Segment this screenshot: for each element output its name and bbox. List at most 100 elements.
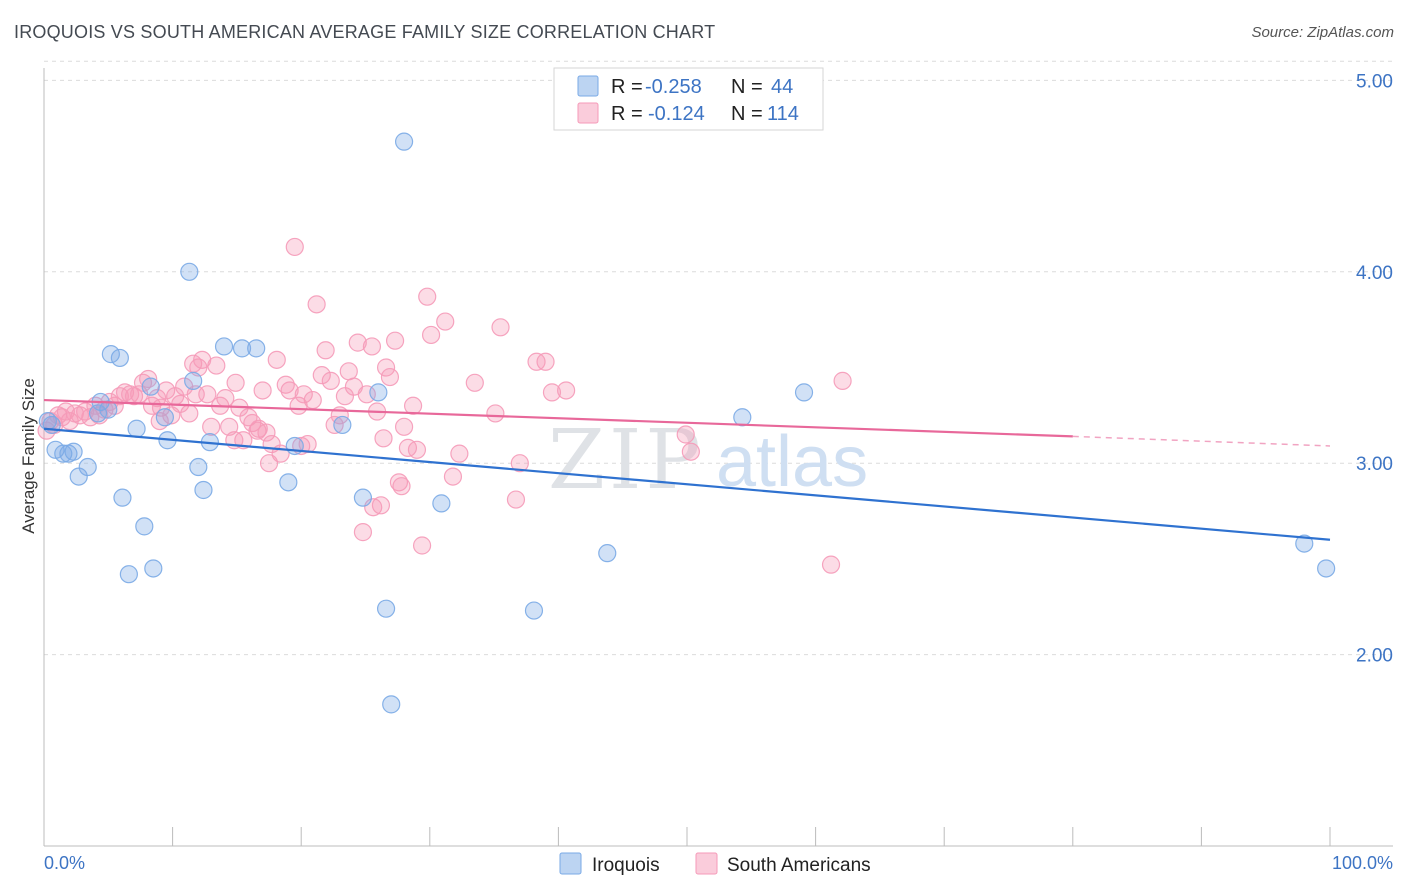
point-south-americans-40: [220, 417, 239, 436]
y-tick-label-0: 2.00: [1356, 646, 1393, 667]
legend-n-value-south-americans: 114: [767, 103, 799, 125]
point-south-americans-97: [557, 381, 576, 400]
point-south-americans-60: [307, 295, 326, 314]
point-south-americans-99: [374, 429, 393, 448]
watermark-atlas: atlas: [716, 422, 868, 502]
series-legend: Iroquois South Americans: [559, 852, 871, 876]
point-iroquois-26: [214, 337, 234, 356]
data-points: [37, 132, 1336, 714]
point-iroquois-21: [180, 262, 199, 281]
point-south-americans-77: [385, 331, 405, 350]
point-south-americans-71: [357, 385, 376, 404]
point-south-americans-89: [465, 373, 484, 392]
point-iroquois-31: [333, 415, 352, 435]
point-south-americans-108: [821, 555, 841, 574]
source-label: Source: ZipAtlas.com: [1251, 24, 1394, 41]
point-south-americans-84: [418, 287, 437, 306]
stats-legend-box: [553, 67, 824, 131]
point-south-americans-95: [536, 352, 555, 371]
point-south-americans-76: [380, 367, 400, 387]
point-iroquois-5: [64, 442, 83, 461]
point-iroquois-40: [733, 408, 752, 427]
point-south-americans-54: [280, 381, 299, 400]
point-south-americans-102: [226, 373, 245, 392]
point-south-americans-5: [56, 402, 75, 421]
point-iroquois-29: [279, 473, 298, 492]
point-iroquois-38: [524, 601, 544, 620]
point-south-americans-82: [407, 440, 427, 459]
point-south-americans-55: [285, 237, 304, 257]
legend-swatch-south-americans: [577, 102, 599, 124]
legend-n-label-iroquois: N =: [731, 76, 763, 98]
y-tick-label-1: 3.00: [1356, 454, 1393, 475]
point-south-americans-107: [681, 442, 700, 461]
point-iroquois-27: [232, 339, 252, 358]
point-iroquois-13: [113, 488, 132, 507]
y-tick-label-2: 4.00: [1356, 263, 1393, 284]
y-tick-label-3: 5.00: [1356, 71, 1393, 92]
point-south-americans-67: [339, 362, 358, 381]
point-iroquois-16: [135, 517, 154, 536]
point-iroquois-15: [127, 419, 146, 438]
bottom-legend-label-south-americans: South Americans: [727, 855, 871, 876]
point-iroquois-28: [247, 339, 266, 358]
point-south-americans-100: [392, 477, 411, 496]
point-south-americans-81: [403, 396, 423, 415]
point-iroquois-22: [184, 371, 203, 390]
point-iroquois-42: [1295, 534, 1314, 553]
point-south-americans-70: [353, 523, 373, 542]
point-south-americans-61: [312, 366, 331, 385]
point-south-americans-92: [506, 490, 526, 509]
point-south-americans-26: [157, 381, 176, 400]
point-south-americans-87: [443, 467, 463, 486]
bottom-legend-swatch-iroquois: [559, 852, 582, 875]
point-south-americans-57: [294, 385, 313, 404]
legend-n-value-iroquois: 44: [771, 76, 793, 98]
x-tick-label-0: 0.0%: [44, 853, 85, 873]
point-iroquois-34: [376, 599, 396, 618]
chart-title: IROQUOIS VS SOUTH AMERICAN AVERAGE FAMIL…: [14, 22, 716, 42]
point-iroquois-18: [144, 559, 163, 578]
point-south-americans-69: [348, 333, 367, 352]
point-iroquois-19: [155, 408, 174, 427]
trend-extension-south-americans: [1072, 435, 1331, 447]
point-south-americans-90: [486, 404, 505, 423]
point-iroquois-41: [794, 383, 814, 402]
point-south-americans-103: [249, 419, 268, 438]
point-south-americans-80: [398, 438, 418, 457]
stats-legend: R = -0.258 N = 44 R = -0.124 N = 114: [553, 67, 824, 131]
point-south-americans-104: [186, 385, 205, 404]
point-south-americans-37: [207, 356, 226, 375]
point-iroquois-7: [78, 457, 97, 477]
legend-r-label-iroquois: R =: [611, 76, 643, 98]
bottom-legend-label-iroquois: Iroquois: [592, 855, 660, 876]
point-south-americans-43: [234, 431, 253, 450]
point-iroquois-39: [598, 544, 617, 563]
point-south-americans-51: [267, 350, 286, 369]
y-tick-labels: 2.00 3.00 4.00 5.00: [1356, 71, 1393, 666]
point-south-americans-109: [833, 371, 852, 390]
point-iroquois-32: [353, 488, 373, 507]
watermark-zip: ZIP: [548, 413, 705, 508]
point-south-americans-31: [180, 404, 199, 423]
point-south-americans-59: [303, 390, 322, 410]
trend-line-south-americans: [43, 398, 1073, 438]
point-iroquois-24: [194, 480, 213, 500]
point-iroquois-14: [119, 565, 138, 584]
trend-lines: [43, 398, 1331, 541]
point-south-americans-91: [491, 318, 510, 337]
point-south-americans-75: [376, 358, 396, 377]
point-iroquois-35: [382, 695, 401, 714]
point-south-americans-72: [362, 337, 382, 356]
point-south-americans-83: [412, 536, 432, 555]
point-iroquois-11: [101, 345, 120, 364]
trend-line-iroquois: [43, 427, 1331, 541]
legend-r-label-south-americans: R =: [611, 103, 643, 125]
y-axis-label: Average Family Size: [19, 378, 38, 534]
point-iroquois-37: [432, 494, 451, 513]
point-iroquois-8: [88, 404, 108, 423]
point-south-americans-47: [253, 381, 272, 400]
point-south-americans-62: [316, 341, 335, 360]
x-tick-labels: 0.0% 100.0%: [44, 853, 1393, 873]
legend-n-label-south-americans: N =: [731, 103, 763, 125]
